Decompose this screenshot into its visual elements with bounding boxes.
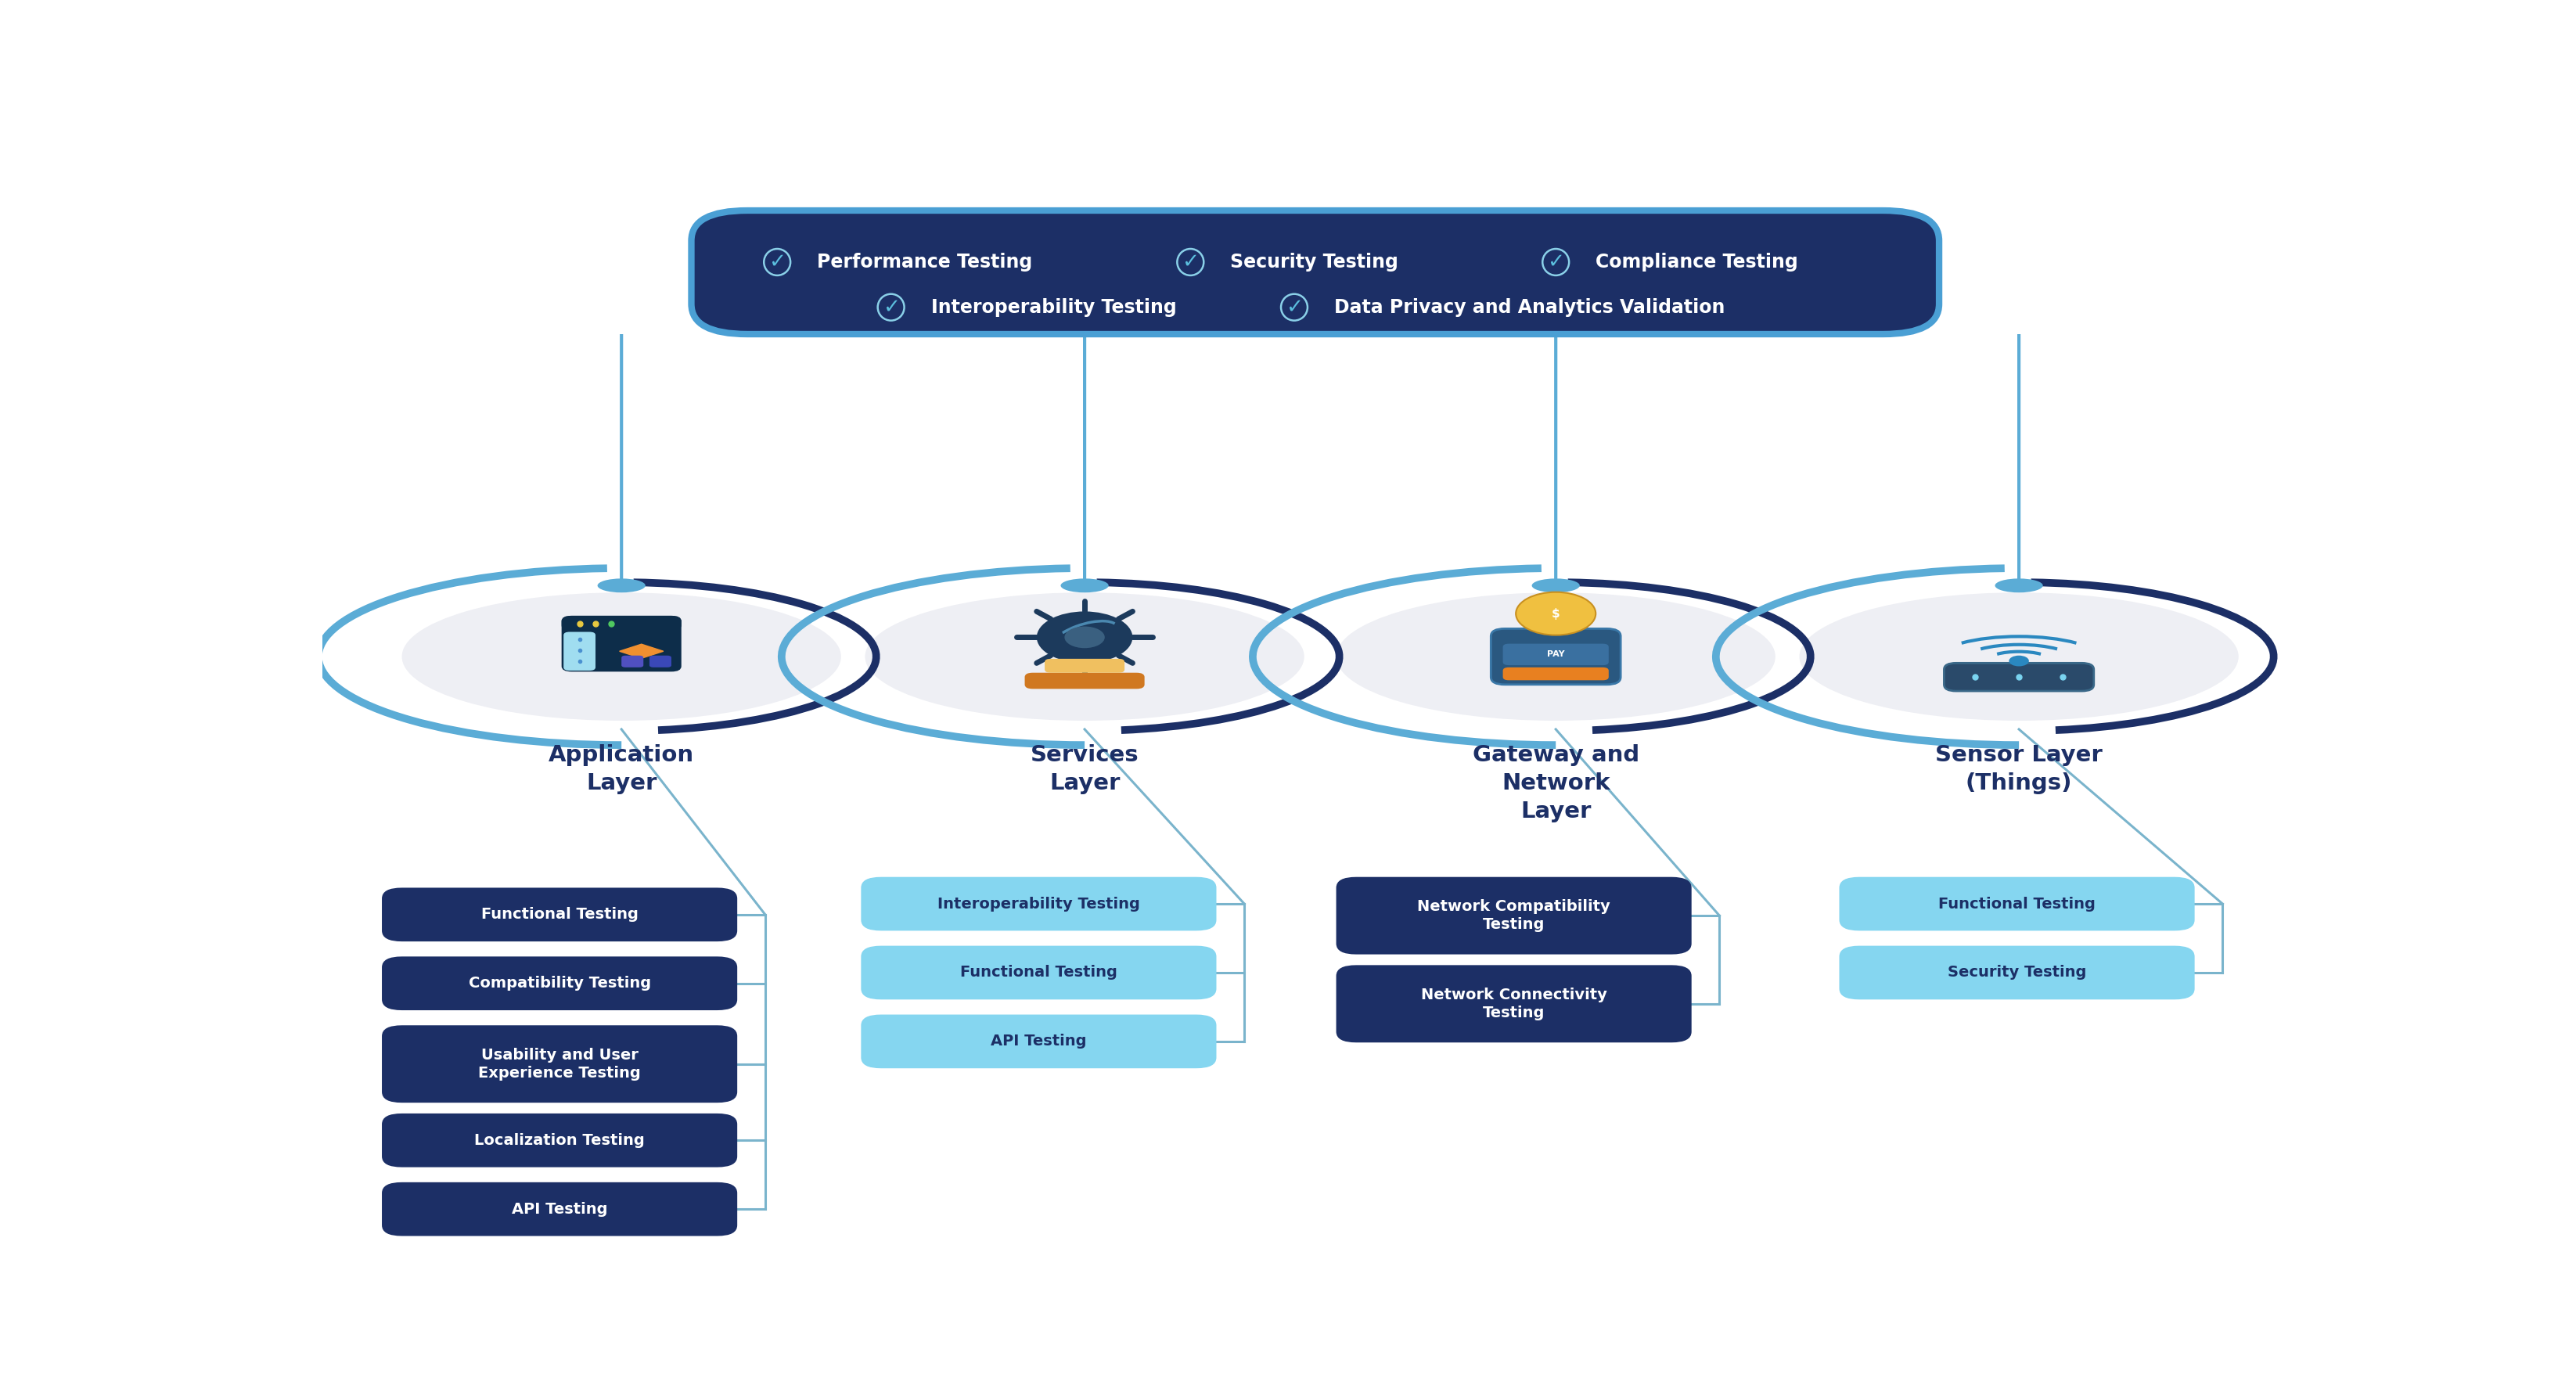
Text: Localization Testing: Localization Testing bbox=[474, 1134, 644, 1148]
FancyBboxPatch shape bbox=[1945, 663, 2094, 691]
FancyBboxPatch shape bbox=[381, 888, 737, 941]
Text: Functional Testing: Functional Testing bbox=[1937, 896, 2094, 912]
Ellipse shape bbox=[402, 592, 840, 720]
Text: Network Connectivity
Testing: Network Connectivity Testing bbox=[1422, 987, 1607, 1020]
Text: ✓: ✓ bbox=[1548, 251, 1564, 272]
Ellipse shape bbox=[1798, 592, 2239, 720]
Text: Sensor Layer
(Things): Sensor Layer (Things) bbox=[1935, 744, 2102, 794]
FancyBboxPatch shape bbox=[381, 956, 737, 1011]
FancyBboxPatch shape bbox=[1337, 877, 1692, 955]
FancyBboxPatch shape bbox=[690, 211, 1940, 334]
FancyBboxPatch shape bbox=[860, 945, 1216, 1000]
FancyBboxPatch shape bbox=[1839, 877, 2195, 931]
Text: Performance Testing: Performance Testing bbox=[817, 253, 1033, 271]
Text: Functional Testing: Functional Testing bbox=[961, 965, 1118, 980]
Text: Security Testing: Security Testing bbox=[1947, 965, 2087, 980]
Text: Services
Layer: Services Layer bbox=[1030, 744, 1139, 794]
FancyBboxPatch shape bbox=[621, 656, 644, 667]
Text: Interoperability Testing: Interoperability Testing bbox=[938, 896, 1141, 912]
Text: Usability and User
Experience Testing: Usability and User Experience Testing bbox=[479, 1047, 641, 1081]
FancyBboxPatch shape bbox=[1492, 628, 1620, 684]
Text: Data Privacy and Analytics Validation: Data Privacy and Analytics Validation bbox=[1334, 297, 1726, 317]
Text: API Testing: API Testing bbox=[992, 1034, 1087, 1048]
FancyBboxPatch shape bbox=[564, 632, 595, 670]
Ellipse shape bbox=[866, 592, 1303, 720]
Text: Gateway and
Network
Layer: Gateway and Network Layer bbox=[1473, 744, 1638, 822]
FancyBboxPatch shape bbox=[1046, 659, 1126, 673]
Text: Interoperability Testing: Interoperability Testing bbox=[930, 297, 1177, 317]
FancyBboxPatch shape bbox=[381, 1025, 737, 1103]
Text: ✓: ✓ bbox=[1182, 251, 1198, 272]
FancyBboxPatch shape bbox=[381, 1182, 737, 1235]
Circle shape bbox=[1036, 611, 1133, 663]
Circle shape bbox=[1064, 627, 1105, 648]
FancyBboxPatch shape bbox=[1502, 644, 1607, 666]
Text: $: $ bbox=[1551, 607, 1561, 620]
Ellipse shape bbox=[1994, 578, 2043, 592]
Ellipse shape bbox=[598, 578, 647, 592]
Text: Security Testing: Security Testing bbox=[1231, 253, 1399, 271]
Polygon shape bbox=[618, 644, 665, 659]
Ellipse shape bbox=[1061, 578, 1108, 592]
Text: Compatibility Testing: Compatibility Testing bbox=[469, 976, 652, 991]
FancyBboxPatch shape bbox=[562, 616, 680, 671]
FancyBboxPatch shape bbox=[1502, 667, 1607, 680]
Text: ✓: ✓ bbox=[1285, 297, 1303, 317]
FancyBboxPatch shape bbox=[860, 1015, 1216, 1068]
FancyBboxPatch shape bbox=[1337, 965, 1692, 1043]
FancyBboxPatch shape bbox=[381, 1114, 737, 1167]
FancyBboxPatch shape bbox=[562, 616, 680, 631]
Text: Application
Layer: Application Layer bbox=[549, 744, 696, 794]
Text: Compliance Testing: Compliance Testing bbox=[1595, 253, 1798, 271]
Text: PAY: PAY bbox=[1548, 651, 1564, 659]
Text: ✓: ✓ bbox=[884, 297, 899, 317]
Ellipse shape bbox=[1337, 592, 1775, 720]
Ellipse shape bbox=[1533, 578, 1579, 592]
Circle shape bbox=[1515, 592, 1595, 635]
FancyBboxPatch shape bbox=[1025, 673, 1144, 688]
Text: Functional Testing: Functional Testing bbox=[482, 907, 639, 921]
Circle shape bbox=[2009, 656, 2030, 666]
FancyBboxPatch shape bbox=[1839, 945, 2195, 1000]
Text: Network Compatibility
Testing: Network Compatibility Testing bbox=[1417, 899, 1610, 933]
FancyBboxPatch shape bbox=[860, 877, 1216, 931]
Text: API Testing: API Testing bbox=[513, 1202, 608, 1216]
Text: ✓: ✓ bbox=[768, 251, 786, 272]
FancyBboxPatch shape bbox=[649, 656, 672, 667]
